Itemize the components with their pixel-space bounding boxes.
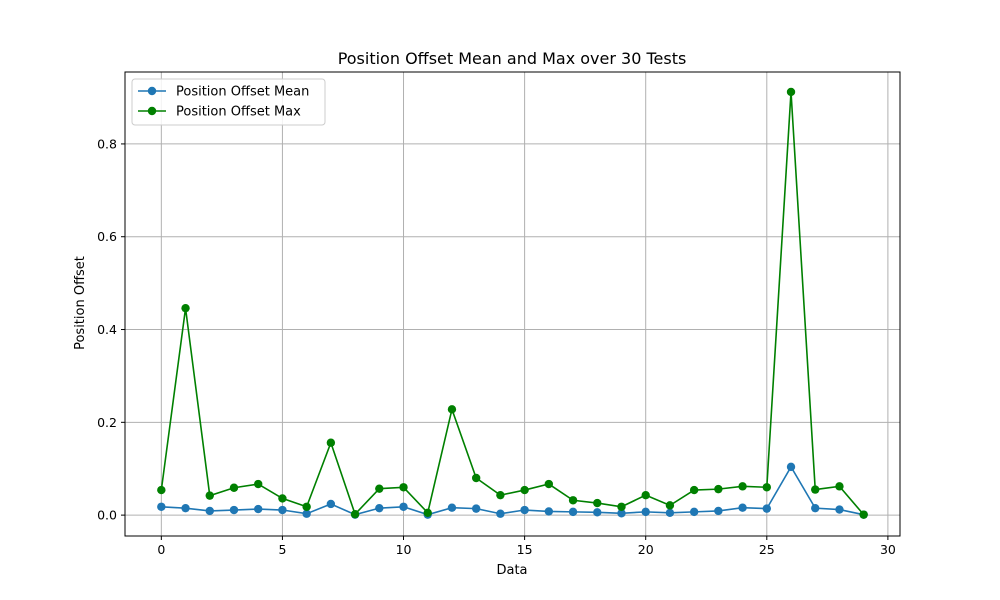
y-tick-label: 0.6 — [97, 229, 117, 244]
legend-marker — [147, 86, 157, 96]
legend-box — [131, 78, 326, 126]
data-point — [568, 496, 578, 505]
data-point — [423, 508, 432, 517]
legend: Position Offset Mean Position Offset Max — [131, 78, 326, 126]
data-point — [471, 473, 481, 483]
data-point — [205, 491, 214, 500]
x-tick-label: 20 — [638, 542, 654, 557]
data-point — [665, 501, 675, 510]
data-point — [278, 494, 287, 503]
data-point — [375, 484, 384, 493]
data-point — [496, 509, 505, 518]
legend-marker — [147, 106, 157, 116]
data-point — [278, 505, 287, 515]
data-point — [689, 507, 699, 517]
series-max — [157, 87, 868, 519]
data-point — [665, 508, 675, 517]
data-point — [617, 502, 626, 511]
data-point — [302, 502, 311, 511]
axis-ticks: 0 5 10 15 20 25 30 0.0 0.2 0.4 0.6 0.8 — [97, 136, 896, 557]
data-point — [229, 505, 239, 515]
data-point — [205, 506, 214, 516]
plot-frame — [124, 71, 901, 537]
data-point — [641, 490, 650, 500]
x-tick-label: 10 — [396, 542, 412, 557]
data-point — [471, 504, 481, 513]
data-point — [254, 479, 263, 489]
data-point — [714, 484, 723, 494]
data-point — [786, 87, 796, 97]
data-point — [447, 503, 457, 512]
data-point — [229, 483, 239, 492]
y-axis-label: Position Offset — [73, 256, 88, 350]
series-mean — [157, 462, 868, 519]
y-tick-label: 0.0 — [97, 508, 117, 523]
data-point — [811, 485, 820, 494]
data-point — [738, 482, 747, 491]
data-point — [738, 503, 747, 512]
data-point — [811, 503, 820, 513]
data-point — [593, 508, 602, 517]
data-point — [496, 490, 505, 500]
data-point — [399, 502, 408, 511]
data-point — [181, 503, 190, 513]
data-point — [762, 504, 771, 513]
data-point — [835, 505, 844, 514]
data-point — [181, 303, 190, 313]
data-point — [157, 485, 166, 495]
y-tick-label: 0.4 — [97, 322, 117, 337]
data-point — [350, 509, 360, 519]
data-point — [254, 504, 263, 514]
legend-item: Position Offset Max — [138, 105, 301, 120]
data-point — [326, 438, 336, 447]
legend-label: Position Offset Mean — [176, 85, 309, 100]
data-point — [835, 482, 844, 491]
data-point — [520, 485, 529, 495]
x-tick-label: 25 — [759, 542, 775, 557]
data-point — [859, 510, 868, 519]
data-point — [786, 462, 796, 472]
grid — [125, 72, 900, 536]
chart-title: Position Offset Mean and Max over 30 Tes… — [338, 49, 687, 68]
x-tick-label: 30 — [880, 542, 896, 557]
series-lines — [157, 87, 868, 519]
data-point — [617, 509, 626, 518]
data-point — [375, 503, 384, 513]
data-point — [520, 505, 529, 515]
x-tick-label: 0 — [157, 542, 165, 557]
data-point — [326, 499, 336, 509]
x-tick-label: 5 — [278, 542, 286, 557]
data-point — [157, 502, 166, 511]
data-point — [544, 479, 554, 489]
data-point — [447, 405, 457, 414]
legend-label: Position Offset Max — [176, 105, 301, 120]
x-axis-label: Data — [496, 563, 527, 578]
data-point — [302, 509, 311, 518]
x-tick-label: 15 — [517, 542, 533, 557]
data-point — [399, 483, 408, 492]
data-point — [689, 485, 699, 495]
data-point — [641, 507, 650, 517]
data-point — [544, 507, 554, 516]
data-point — [714, 506, 723, 516]
y-tick-label: 0.2 — [97, 415, 117, 430]
data-point — [593, 498, 602, 508]
y-tick-label: 0.8 — [97, 136, 117, 151]
data-point — [762, 483, 771, 492]
data-point — [568, 507, 578, 517]
legend-item: Position Offset Mean — [138, 85, 309, 100]
